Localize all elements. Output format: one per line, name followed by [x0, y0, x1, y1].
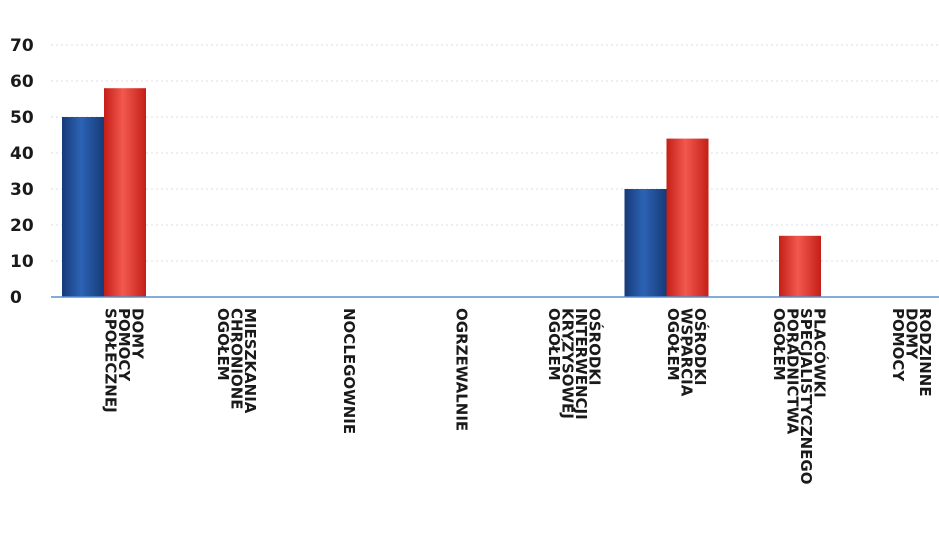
- x-tick-label: RODZINNE: [916, 308, 934, 397]
- bar-series-1-6: [624, 189, 667, 297]
- bars: [62, 88, 821, 297]
- bar-series-2-7: [779, 235, 821, 297]
- x-tick-label: NOCLEGOWNIE: [340, 308, 358, 434]
- y-tick-label: 60: [10, 72, 34, 92]
- x-tick-label: CHRONIONE: [228, 308, 246, 410]
- x-tick-label: WSPARCIA: [678, 308, 696, 397]
- x-tick-label: DOMY: [903, 308, 921, 360]
- y-tick-label: 70: [10, 36, 34, 56]
- x-tick-label: KRYZYSOWEJ: [558, 308, 576, 419]
- x-tick-label: INTERWENCJI: [572, 308, 590, 420]
- x-tick-label: DOMY: [129, 308, 147, 360]
- x-tick-label: POMOCY: [889, 308, 907, 382]
- x-tick-label: POMOCY: [115, 308, 133, 382]
- x-tick-label: MIESZKANIA: [241, 308, 259, 414]
- bar-series-2-1: [104, 88, 146, 297]
- x-tick-label: OGÓŁEM: [770, 308, 789, 381]
- x-tick-label: OŚRODKI: [691, 308, 710, 386]
- x-tick-label: PLACÓWKI: [810, 308, 829, 398]
- y-tick-label: 30: [10, 180, 34, 200]
- y-tick-label: 50: [10, 108, 34, 128]
- x-tick-label: PORADNICTWA: [783, 308, 801, 435]
- y-tick-label: 10: [10, 252, 34, 272]
- x-tick-label: OŚRODKI: [585, 308, 604, 386]
- bar-series-2-6: [666, 138, 709, 297]
- x-tick-label: OGÓŁEM: [214, 308, 233, 381]
- gridlines: [51, 44, 939, 262]
- x-tick-label: OGRZEWALNIE: [453, 308, 471, 431]
- x-tick-label: OGÓŁEM: [545, 308, 564, 381]
- x-tick-label: SPOŁECZNEJ: [102, 308, 120, 413]
- y-tick-label: 40: [10, 144, 34, 164]
- y-tick-label: 20: [10, 216, 34, 236]
- bar-series-1-1: [62, 117, 104, 297]
- x-tick-label: SPECJALISTYCZNEGO: [797, 308, 815, 485]
- y-tick-label: 0: [10, 288, 22, 308]
- x-tick-label: OGÓŁEM: [664, 308, 683, 381]
- y-axis-ticks: 0 10 20 30 40 50 60 70: [10, 36, 34, 308]
